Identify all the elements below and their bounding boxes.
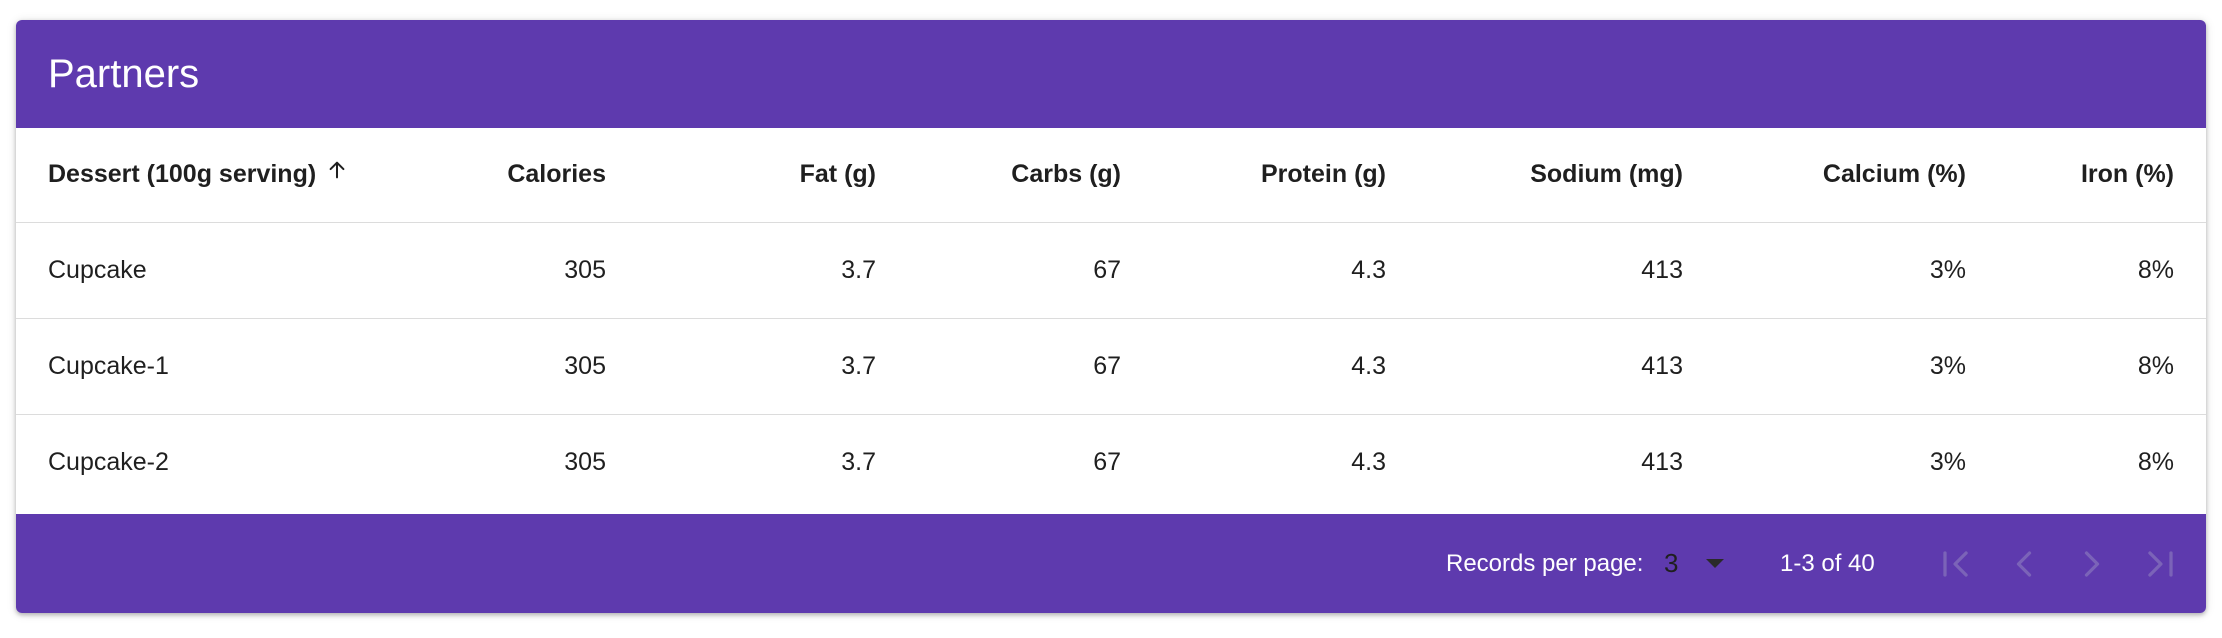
pagination-bar: Records per page: 3 1-3 of 40 xyxy=(16,514,2206,613)
table-row[interactable]: Cupcake-1 305 3.7 67 4.3 413 3% 8% xyxy=(16,318,2206,415)
cell-protein: 4.3 xyxy=(1121,222,1386,319)
cell-fat: 3.7 xyxy=(606,318,876,415)
cell-iron: 8% xyxy=(1966,318,2206,415)
column-header-calcium[interactable]: Calcium (%) xyxy=(1683,128,1966,223)
arrow-up-icon[interactable] xyxy=(326,159,348,188)
dropdown-caret-icon[interactable] xyxy=(1706,559,1724,568)
table-title: Partners xyxy=(48,52,200,96)
cell-fat: 3.7 xyxy=(841,447,876,476)
cell-calcium: 3% xyxy=(1929,447,1966,476)
records-per-page-value[interactable]: 3 xyxy=(1664,548,1679,578)
column-header-dessert[interactable]: Dessert (100g serving) xyxy=(16,128,436,223)
next-page-icon[interactable] xyxy=(2070,542,2114,586)
cell-calcium: 3% xyxy=(1683,222,1966,319)
cell-sodium: 413 xyxy=(1386,222,1683,319)
cell-fat: 3.7 xyxy=(606,222,876,319)
cell-calcium: 3% xyxy=(1683,318,1966,415)
cell-dessert: Cupcake xyxy=(16,222,436,319)
records-per-page-select[interactable]: 3 xyxy=(1664,514,1754,613)
cell-dessert: Cupcake-1 xyxy=(16,318,436,415)
column-header-carbs[interactable]: Carbs (g) xyxy=(876,128,1121,223)
table-header-bar: Partners xyxy=(16,20,2206,128)
table-row[interactable]: Cupcake 305 3.7 67 4.3 413 3% 8% xyxy=(16,222,2206,319)
table-row[interactable]: Cupcake-2 305 3.7 67 4.3 413 3% 8% xyxy=(16,414,2206,510)
records-per-page-label: Records per page: xyxy=(1446,550,1644,577)
cell-calories: 305 xyxy=(564,447,606,476)
header-row: Dessert (100g serving) Calories Fat (g) … xyxy=(16,128,2206,223)
cell-iron: 8% xyxy=(1966,222,2206,319)
column-header-calories[interactable]: Calories xyxy=(436,128,606,223)
cell-sodium: 413 xyxy=(1641,447,1683,476)
column-header-sodium[interactable]: Sodium (mg) xyxy=(1386,128,1683,223)
data-table-card: Partners Dessert (100g serving) Calories… xyxy=(16,20,2206,613)
cell-iron: 8% xyxy=(2137,447,2174,476)
cell-protein: 4.3 xyxy=(1351,447,1386,476)
cell-carbs: 67 xyxy=(876,318,1121,415)
first-page-icon[interactable] xyxy=(1934,542,1978,586)
cell-calories: 305 xyxy=(436,222,606,319)
last-page-button[interactable] xyxy=(2138,542,2182,586)
last-page-icon[interactable] xyxy=(2138,542,2182,586)
cell-protein: 4.3 xyxy=(1121,318,1386,415)
cell-sodium: 413 xyxy=(1386,318,1683,415)
previous-page-icon[interactable] xyxy=(2002,542,2046,586)
cell-dessert: Cupcake-2 xyxy=(48,447,169,476)
first-page-button[interactable] xyxy=(1934,542,1978,586)
column-header-fat[interactable]: Fat (g) xyxy=(606,128,876,223)
next-page-button[interactable] xyxy=(2070,542,2114,586)
column-header-iron[interactable]: Iron (%) xyxy=(1966,128,2206,223)
previous-page-button[interactable] xyxy=(2002,542,2046,586)
column-header-label: Dessert (100g serving) xyxy=(48,160,317,189)
cell-carbs: 67 xyxy=(876,222,1121,319)
page-range-text: 1-3 of 40 xyxy=(1780,550,1875,577)
data-table: Dessert (100g serving) Calories Fat (g) … xyxy=(16,128,2206,510)
column-header-protein[interactable]: Protein (g) xyxy=(1121,128,1386,223)
cell-carbs: 67 xyxy=(1093,447,1121,476)
cell-calories: 305 xyxy=(436,318,606,415)
